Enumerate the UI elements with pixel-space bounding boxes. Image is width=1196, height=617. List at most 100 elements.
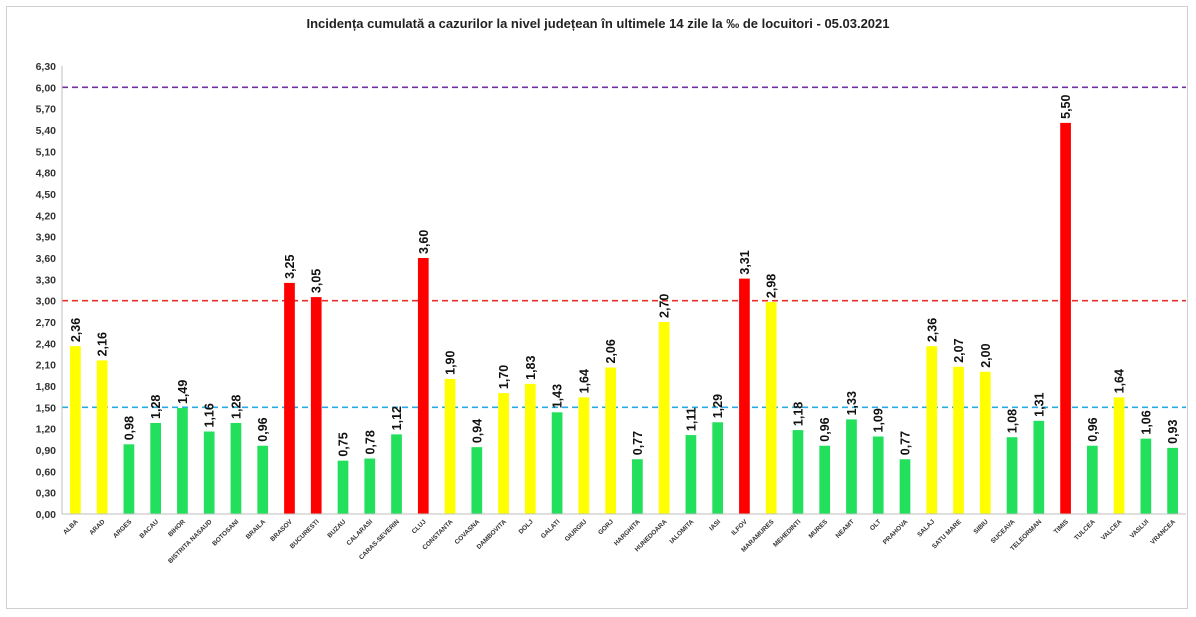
value-label: 2,16 [96, 332, 110, 356]
bar [953, 366, 964, 514]
y-axis-ticks: 0,00 0,30 0,60 0,90 1,20 1,50 1,80 2,10 2,40 2,70… [36, 61, 57, 521]
value-label: 3,60 [417, 230, 431, 254]
bar [1140, 438, 1152, 514]
bar [899, 459, 911, 514]
value-label: 1,18 [791, 402, 805, 426]
bar [739, 278, 750, 514]
bar [524, 383, 536, 514]
category-label: SATU MARE [931, 518, 963, 550]
value-label: 1,28 [149, 395, 163, 419]
category-label: MEHEDINTI [772, 518, 802, 548]
bars [70, 122, 1178, 514]
value-label: 1,06 [1139, 410, 1153, 434]
value-label: 3,31 [738, 250, 752, 274]
bar [123, 444, 135, 514]
value-label: 1,31 [1032, 392, 1046, 416]
value-label: 3,05 [310, 269, 324, 293]
category-label: BACAU [139, 518, 161, 540]
category-label: VASLUI [1129, 518, 1151, 540]
category-label: DOLJ [518, 518, 535, 535]
bar [926, 346, 938, 514]
bar [177, 408, 188, 514]
y-tick-label: 5,70 [36, 104, 57, 116]
value-label: 2,70 [658, 294, 672, 318]
bar [1113, 397, 1125, 514]
bar [203, 431, 215, 514]
y-tick-label: 2,10 [36, 360, 57, 372]
chart-frame [6, 6, 1188, 609]
y-tick-label: 0,00 [36, 509, 57, 521]
value-label: 2,36 [69, 318, 83, 342]
value-label: 2,06 [604, 339, 618, 363]
value-label: 2,07 [952, 338, 966, 362]
category-label: BUCURESTI [289, 518, 321, 550]
value-label: 2,36 [925, 318, 939, 342]
category-label: ARGES [112, 518, 134, 540]
y-tick-label: 6,00 [36, 82, 57, 94]
bar [658, 322, 670, 514]
category-label: IALOMITA [668, 518, 695, 545]
value-label: 1,90 [444, 351, 458, 375]
bar [685, 435, 697, 514]
y-tick-label: 1,80 [36, 381, 57, 393]
bar [712, 422, 724, 514]
category-label: GORJ [597, 518, 615, 536]
bar [310, 297, 322, 514]
y-tick-label: 4,50 [36, 189, 57, 201]
bar [1006, 437, 1018, 514]
category-label: MURES [808, 518, 830, 540]
bar [391, 434, 402, 514]
category-label: HARGHITA [613, 518, 642, 547]
bar [605, 367, 616, 514]
category-label: CALARASI [345, 518, 374, 547]
value-label: 1,08 [1006, 409, 1020, 433]
category-label: VRANCEA [1149, 518, 1177, 546]
value-label: 1,49 [176, 380, 190, 404]
value-label: 1,64 [577, 369, 591, 393]
bar [632, 459, 643, 514]
bar [284, 282, 295, 514]
category-label: BRASOV [269, 518, 294, 543]
y-tick-label: 0,90 [36, 445, 57, 457]
y-tick-label: 3,00 [36, 296, 57, 308]
category-label: COVASNA [454, 518, 482, 546]
bar [872, 436, 884, 514]
value-label: 2,00 [979, 343, 993, 367]
value-label: 0,75 [337, 432, 351, 456]
bar [819, 445, 831, 514]
value-label: 1,16 [203, 403, 217, 427]
value-label: 0,77 [631, 431, 645, 455]
y-tick-label: 2,70 [36, 317, 57, 329]
value-label: 0,93 [1166, 419, 1180, 443]
y-tick-label: 6,30 [36, 61, 57, 73]
value-label: 1,12 [390, 406, 404, 430]
category-label: VALCEA [1100, 518, 1124, 542]
value-label: 0,96 [818, 417, 832, 441]
bar [1033, 420, 1045, 514]
bar [230, 422, 242, 514]
category-label: BRAILA [245, 518, 268, 541]
bar [257, 445, 269, 514]
bar [765, 302, 777, 514]
category-label: TULCEA [1073, 518, 1097, 542]
category-label: IASI [708, 518, 722, 532]
category-label: BUZAU [326, 518, 347, 539]
bar [551, 412, 563, 514]
category-label: SUCEAVA [990, 518, 1017, 545]
y-tick-label: 3,90 [36, 232, 57, 244]
bar [96, 360, 108, 514]
value-label: 5,50 [1059, 95, 1073, 119]
value-label: 0,77 [899, 431, 913, 455]
value-label: 1,70 [497, 365, 511, 389]
category-label: GIURGIU [564, 518, 589, 543]
category-label: GALATI [540, 518, 562, 540]
value-label: 1,33 [845, 391, 859, 415]
y-tick-label: 1,50 [36, 402, 57, 414]
y-tick-label: 3,60 [36, 253, 57, 265]
bar [444, 378, 456, 514]
value-label: 1,64 [1113, 369, 1127, 393]
value-label: 1,28 [229, 395, 243, 419]
value-label: 0,78 [363, 430, 377, 454]
category-label: NEAMT [835, 518, 856, 539]
